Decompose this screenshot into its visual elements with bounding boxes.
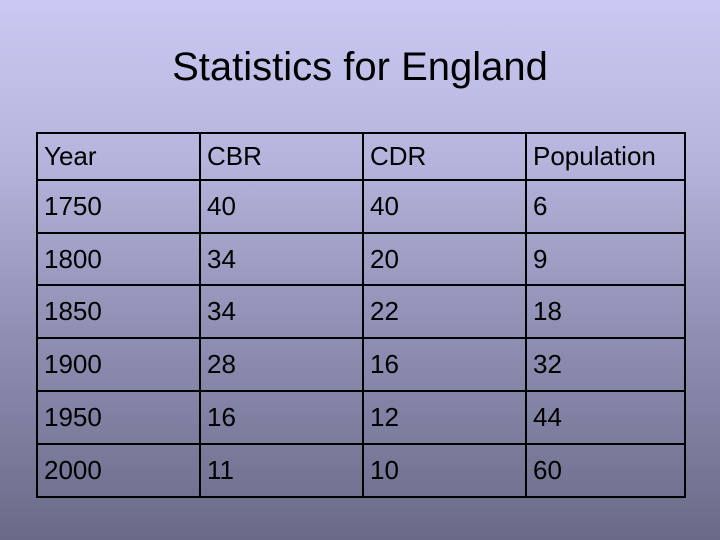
cell-cbr: 40 bbox=[199, 178, 364, 234]
table-header-row: Year CBR CDR Population bbox=[36, 132, 686, 181]
cell-population: 6 bbox=[525, 178, 686, 234]
cell-cdr: 10 bbox=[362, 443, 527, 498]
cell-population: 44 bbox=[525, 390, 686, 446]
cell-year: 1900 bbox=[36, 337, 201, 393]
table-row: 1900 28 16 32 bbox=[36, 337, 686, 393]
statistics-table: Year CBR CDR Population 1750 40 40 6 180… bbox=[36, 132, 686, 498]
cell-year: 1850 bbox=[36, 284, 201, 340]
table-row: 1950 16 12 44 bbox=[36, 390, 686, 446]
header-cbr: CBR bbox=[199, 132, 364, 181]
cell-population: 60 bbox=[525, 443, 686, 498]
cell-cdr: 22 bbox=[362, 284, 527, 340]
cell-cbr: 11 bbox=[199, 443, 364, 498]
cell-cbr: 28 bbox=[199, 337, 364, 393]
cell-population: 9 bbox=[525, 231, 686, 287]
table-row: 2000 11 10 60 bbox=[36, 443, 686, 498]
table-row: 1850 34 22 18 bbox=[36, 284, 686, 340]
cell-cdr: 40 bbox=[362, 178, 527, 234]
cell-population: 18 bbox=[525, 284, 686, 340]
cell-cdr: 16 bbox=[362, 337, 527, 393]
slide-title: Statistics for England bbox=[172, 45, 548, 89]
cell-cbr: 16 bbox=[199, 390, 364, 446]
header-population: Population bbox=[525, 132, 686, 181]
cell-cdr: 20 bbox=[362, 231, 527, 287]
cell-year: 1950 bbox=[36, 390, 201, 446]
cell-year: 2000 bbox=[36, 443, 201, 498]
cell-cbr: 34 bbox=[199, 231, 364, 287]
cell-year: 1800 bbox=[36, 231, 201, 287]
cell-year: 1750 bbox=[36, 178, 201, 234]
cell-cdr: 12 bbox=[362, 390, 527, 446]
table-row: 1750 40 40 6 bbox=[36, 178, 686, 234]
header-cdr: CDR bbox=[362, 132, 527, 181]
table-row: 1800 34 20 9 bbox=[36, 231, 686, 287]
header-year: Year bbox=[36, 132, 201, 181]
cell-cbr: 34 bbox=[199, 284, 364, 340]
cell-population: 32 bbox=[525, 337, 686, 393]
